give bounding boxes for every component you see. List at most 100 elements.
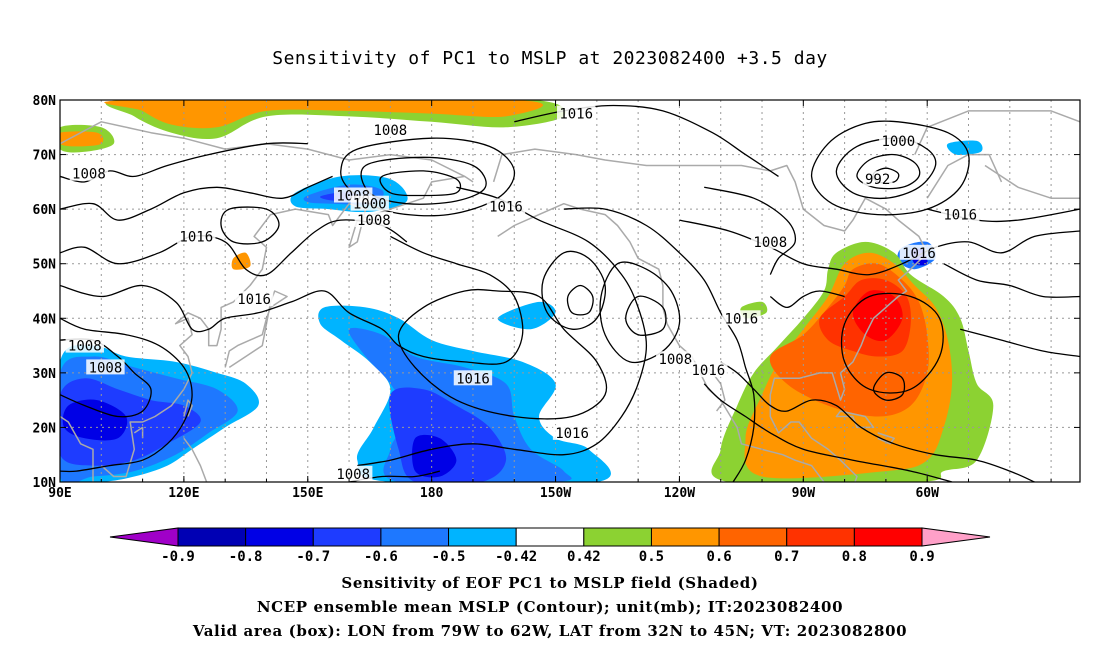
contour-label: 1016: [237, 292, 271, 308]
contour-label-bg: [65, 337, 104, 353]
contour-label: 1016: [691, 363, 725, 379]
mslp-contour-30: [60, 142, 308, 183]
mslp-contour-8: [566, 284, 594, 316]
lat-label: 10N: [33, 476, 57, 491]
coastline-7: [492, 148, 928, 482]
caption-contour: NCEP ensemble mean MSLP (Contour); unit(…: [256, 598, 844, 616]
contour-label: 992: [865, 172, 890, 188]
colorbar-label: -0.8: [229, 549, 263, 565]
colorbar-label: 0.5: [639, 549, 664, 565]
coastline-10: [835, 410, 875, 429]
contour-label-bg: [751, 233, 790, 249]
lon-label: 120W: [664, 486, 695, 501]
lat-label: 30N: [33, 367, 57, 382]
mslp-contour-23: [704, 186, 797, 275]
lon-label: 60W: [915, 486, 939, 501]
contour-label: 1016: [725, 311, 759, 327]
contour-label-bg: [453, 370, 493, 386]
lat-label: 40N: [33, 312, 57, 327]
contour-label-bg: [556, 105, 596, 121]
lat-label: 60N: [33, 203, 57, 218]
contour-label-bg: [350, 195, 389, 211]
contour-label-bg: [354, 212, 394, 228]
mslp-contour-9: [397, 288, 608, 420]
lon-label: 180: [420, 486, 444, 501]
mslp-contour-0: [835, 137, 937, 200]
contour-label-bg: [177, 228, 216, 244]
contour-label: 1016: [559, 107, 593, 123]
mslp-contour-11: [625, 295, 667, 336]
coastlines: [60, 110, 1080, 482]
mslp-contour-18: [60, 317, 193, 473]
coastline-14: [984, 164, 1080, 199]
mslp-contour-29: [960, 328, 1080, 358]
contour-label-bg: [371, 122, 410, 138]
mslp-contour-21: [563, 207, 756, 482]
lon-label: 120E: [168, 486, 199, 501]
lon-label: 150W: [540, 486, 571, 501]
lat-label: 80N: [33, 94, 57, 109]
lon-label: 90E: [48, 486, 71, 501]
contour-label: 1000: [881, 134, 915, 150]
colorbar-min-triangle: [109, 527, 179, 547]
colorbar-label: -0.5: [432, 549, 466, 565]
colorbar-label: 0.9: [909, 549, 934, 565]
mslp-contour-3: [810, 120, 970, 216]
contour-label-bg: [333, 465, 373, 481]
coastline-5: [183, 437, 208, 482]
colorbar-segment: [583, 527, 652, 547]
colorbar-segment: [245, 527, 314, 547]
mslp-contour-1: [856, 153, 921, 190]
mslp-contour-28: [943, 263, 1080, 298]
mslp-contour-15: [60, 219, 408, 277]
colorbar: -0.9 -0.8 -0.7 -0.6 -0.5 -0.42 0.42 0.5 0.6 0.7 0.…: [109, 527, 991, 565]
contour-label: 1016: [179, 229, 213, 245]
contour-label: 1008: [374, 123, 408, 139]
colorbar-label: -0.42: [495, 549, 537, 565]
mslp-contour-24: [769, 290, 845, 309]
colorbar-segment: [312, 527, 382, 547]
mslp-contour-14: [872, 371, 906, 401]
contour-label: 1008: [68, 339, 102, 355]
contour-label-bg: [879, 132, 918, 148]
mslp-contour-4: [340, 137, 516, 217]
contour-label-bg: [552, 424, 592, 440]
contour-label-bg: [722, 310, 761, 326]
chart-title: Sensitivity of PC1 to MSLP at 2023082400…: [272, 48, 828, 69]
contour-labels: 1016100810081008100010081016101610009921…: [65, 105, 980, 483]
coastline-12: [914, 110, 1080, 155]
colorbar-segment: [380, 527, 450, 547]
caption-shading: Sensitivity of EOF PC1 to MSLP field (Sh…: [341, 574, 759, 592]
mslp-contour-10: [599, 261, 681, 364]
lat-label: 70N: [33, 149, 57, 164]
colorbar-label: -0.6: [364, 549, 398, 565]
coastline-3: [183, 399, 193, 417]
contour-label-bg: [86, 359, 125, 375]
colorbar-segment: [650, 527, 720, 547]
colorbar-label: 0.6: [706, 549, 731, 565]
colorbar-label: 0.8: [842, 549, 867, 565]
contour-label-bg: [69, 165, 109, 181]
lon-label: 90W: [792, 486, 816, 501]
contour-label: 1008: [357, 213, 391, 229]
coastline-13: [926, 153, 1003, 199]
coastline-2: [224, 290, 288, 369]
shading-region-14: [62, 399, 128, 441]
coastline-4: [133, 426, 144, 439]
colorbar-segment: [786, 527, 855, 547]
contour-label-bg: [234, 291, 274, 307]
colorbar-segment: [177, 527, 247, 547]
contour-label: 1016: [902, 246, 936, 262]
shading-region-1: [104, 100, 544, 129]
colorbar-segment: [515, 527, 585, 547]
mslp-contour-12: [220, 206, 280, 245]
mslp-contour-25: [720, 361, 1035, 482]
coastline-0: [60, 415, 94, 482]
contour-label-bg: [656, 351, 695, 367]
shading-region-19: [497, 301, 556, 330]
caption-valid-area: Valid area (box): LON from 79W to 62W, L…: [192, 622, 908, 640]
contour-label: 1016: [489, 199, 523, 215]
colorbar-label: 0.7: [774, 549, 799, 565]
